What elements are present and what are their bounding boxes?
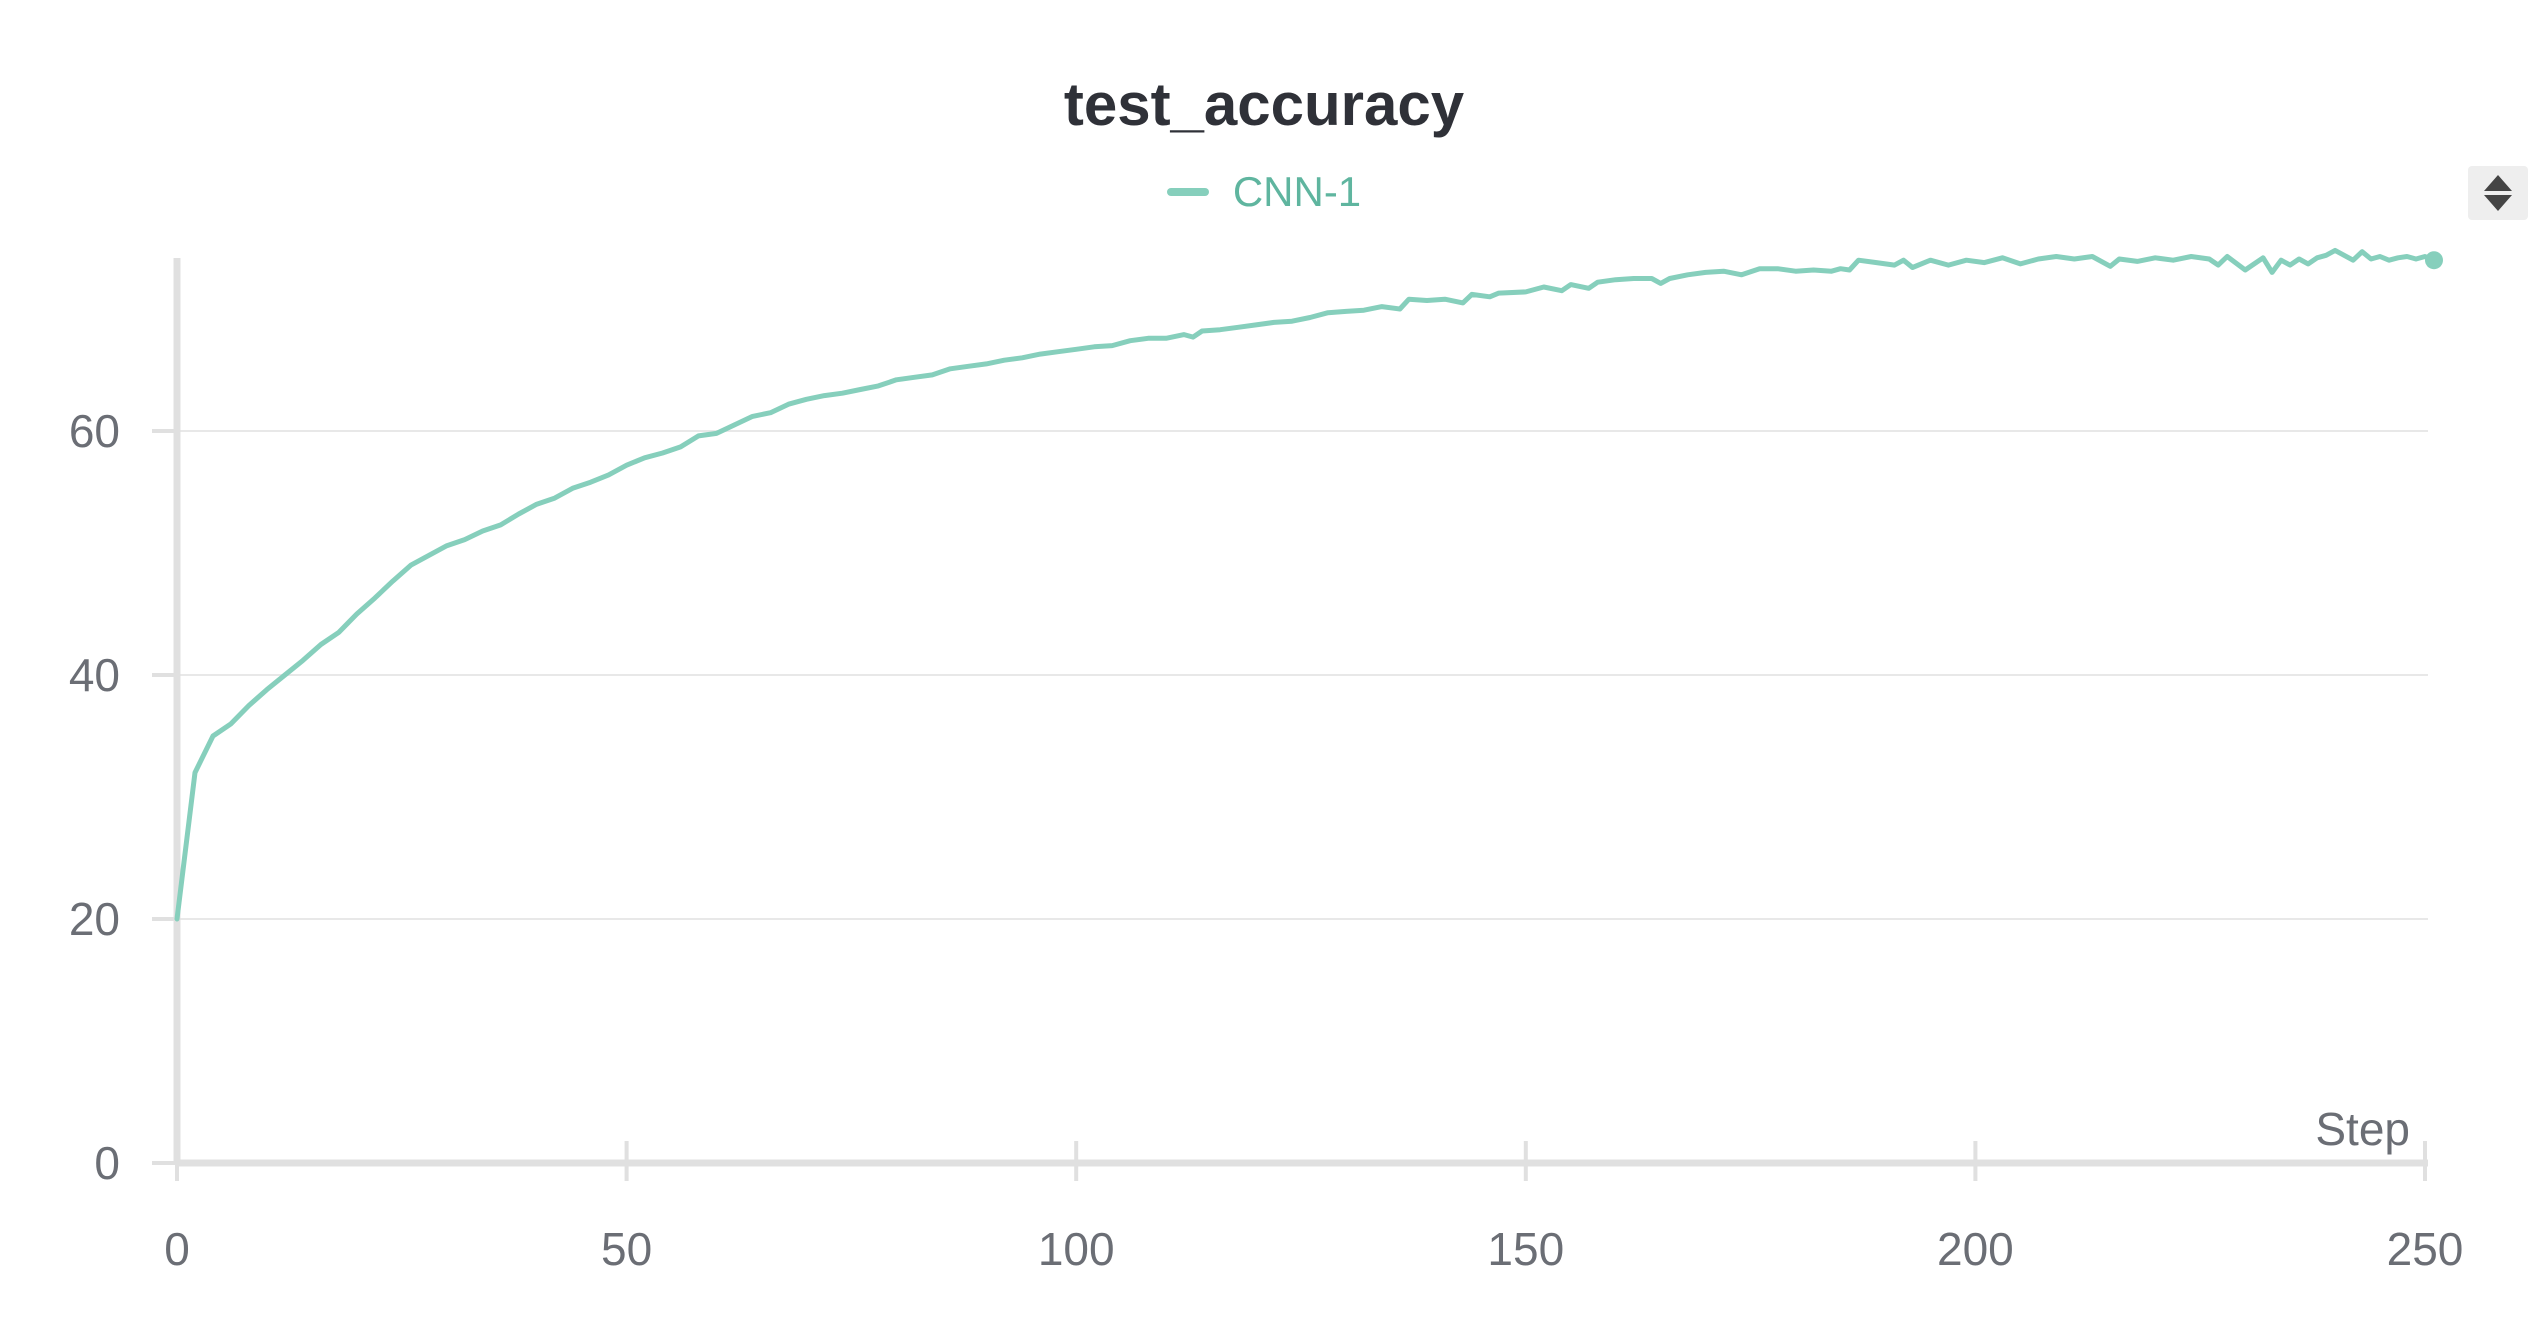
series-end-point	[2425, 251, 2443, 269]
y-tick-label: 40	[69, 649, 120, 701]
x-tick-label: 50	[601, 1223, 652, 1275]
x-tick-label: 250	[2387, 1223, 2464, 1275]
x-tick-label: 150	[1487, 1223, 1564, 1275]
y-tick-label: 0	[94, 1137, 120, 1189]
x-tick-label: 200	[1937, 1223, 2014, 1275]
y-tick-label: 20	[69, 893, 120, 945]
series-line-cnn-1	[177, 250, 2434, 919]
x-axis-label: Step	[2315, 1103, 2410, 1155]
x-tick-label: 100	[1038, 1223, 1115, 1275]
x-tick-label: 0	[164, 1223, 190, 1275]
y-tick-label: 60	[69, 405, 120, 457]
